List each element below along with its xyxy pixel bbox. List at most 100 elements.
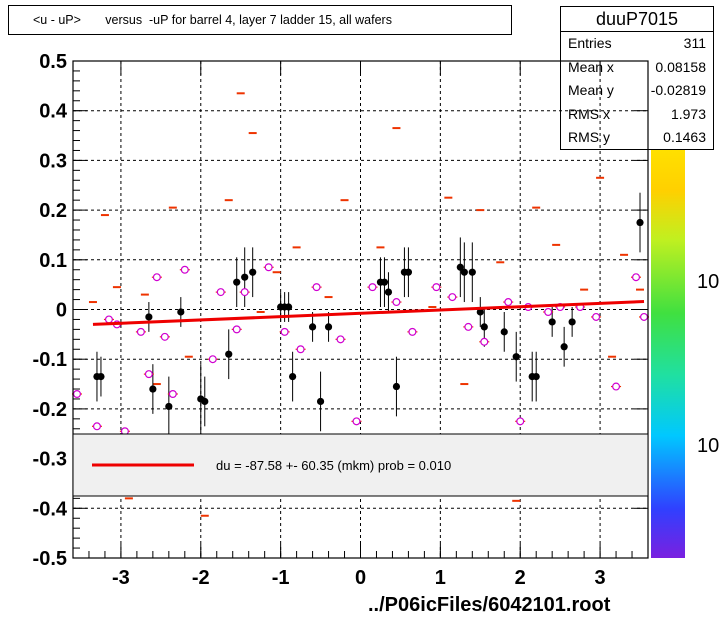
open-marker xyxy=(152,273,161,282)
profile-point xyxy=(201,397,209,406)
stats-key: Mean x xyxy=(568,58,614,75)
open-marker xyxy=(232,325,241,334)
y-tick-label: -0.4 xyxy=(33,498,68,520)
open-marker xyxy=(144,370,153,379)
profile-point xyxy=(308,323,317,331)
color-scale-bar xyxy=(651,150,685,558)
stats-key: RMS x xyxy=(568,105,610,122)
profile-point xyxy=(149,385,157,393)
color-scale-label-lower: 10 xyxy=(697,435,719,457)
y-tick-label: 0.1 xyxy=(39,250,67,272)
profile-point xyxy=(636,218,644,227)
stats-value: -0.02819 xyxy=(650,82,706,98)
open-marker xyxy=(240,288,249,297)
profile-point xyxy=(548,318,556,326)
x-tick-label: -2 xyxy=(192,567,210,589)
y-tick-label: -0.3 xyxy=(33,449,67,471)
open-marker xyxy=(280,327,289,336)
open-marker xyxy=(336,335,345,344)
y-tick-label: 0.5 xyxy=(39,51,67,73)
profile-point xyxy=(500,328,508,336)
stats-key: Mean y xyxy=(568,82,614,98)
open-marker xyxy=(464,322,473,331)
profile-point xyxy=(145,313,153,321)
stats-value: 0.08158 xyxy=(655,58,706,75)
open-marker xyxy=(352,417,361,426)
open-marker xyxy=(480,337,489,346)
open-marker xyxy=(368,283,377,292)
profile-point xyxy=(241,273,249,281)
plot-title: <u - uP> versus -uP for barrel 4, layer … xyxy=(8,5,512,35)
fit-line xyxy=(92,300,645,326)
open-marker xyxy=(632,273,641,282)
profile-point xyxy=(568,318,576,326)
profile-point xyxy=(97,372,105,381)
open-marker xyxy=(516,417,525,426)
open-marker xyxy=(264,263,273,272)
open-marker xyxy=(136,327,145,336)
open-marker xyxy=(312,283,321,292)
open-marker xyxy=(544,307,553,316)
profile-point xyxy=(392,382,401,391)
open-marker xyxy=(92,422,101,431)
stats-row-entries: Entries 311 xyxy=(561,32,713,56)
stats-value: 1.973 xyxy=(670,105,706,122)
y-tick-label: 0.2 xyxy=(39,200,67,222)
axis-ticks: -3 -2 -1 0 1 2 3 -0.5 -0.4 -0.3 -0.2 -0.1 0 0.1 0.2 0.3… xyxy=(33,51,649,589)
profile-point xyxy=(476,308,484,316)
y-tick-label: -0.5 xyxy=(33,548,67,570)
profile-point xyxy=(456,263,464,271)
profile-point xyxy=(404,268,413,276)
profile-point xyxy=(468,268,476,276)
open-marker xyxy=(160,332,169,341)
open-marker xyxy=(592,312,601,321)
profile-point xyxy=(532,372,540,381)
open-marker xyxy=(208,355,217,364)
x-tick-label: 1 xyxy=(435,567,446,589)
profile-point xyxy=(289,372,297,381)
open-marker xyxy=(180,265,189,274)
profile-point xyxy=(324,323,333,331)
open-marker xyxy=(504,298,513,307)
profile-point xyxy=(512,353,520,361)
profile-point xyxy=(480,323,488,331)
stats-value: 311 xyxy=(683,35,706,51)
stats-row-rms-x: RMS x 1.973 xyxy=(561,103,713,127)
footer-filename: ../P06icFiles/6042101.root xyxy=(368,594,611,616)
open-marker xyxy=(216,288,225,297)
profile-point xyxy=(316,397,325,406)
open-marker xyxy=(296,345,305,354)
y-tick-label: -0.1 xyxy=(33,349,67,371)
profile-point xyxy=(233,278,241,286)
x-tick-label: 3 xyxy=(595,567,606,589)
profile-point xyxy=(165,402,173,411)
profile-point xyxy=(285,303,293,311)
profile-point xyxy=(225,350,233,358)
open-marker xyxy=(612,382,621,391)
stats-title: duuP7015 xyxy=(561,7,713,32)
color-scale-label-upper: 10 xyxy=(697,271,719,293)
y-tick-label: -0.2 xyxy=(33,399,67,421)
stats-row-rms-y: RMS y 0.1463 xyxy=(561,126,713,150)
x-tick-label: -3 xyxy=(112,567,130,589)
stats-key: RMS y xyxy=(568,129,610,145)
open-marker xyxy=(72,389,81,398)
x-tick-label: -1 xyxy=(272,567,290,589)
profile-point xyxy=(560,343,568,351)
profile-points xyxy=(93,192,644,437)
open-marker xyxy=(640,312,649,321)
stats-row-mean-y: Mean y -0.02819 xyxy=(561,79,713,103)
open-marker xyxy=(168,389,177,398)
open-marker xyxy=(408,327,417,336)
profile-point xyxy=(249,268,257,276)
profile-point xyxy=(380,278,389,286)
profile-point xyxy=(460,268,468,276)
y-tick-label: 0.4 xyxy=(39,101,68,123)
stats-value: 0.1463 xyxy=(663,129,706,145)
y-tick-label: 0 xyxy=(56,300,67,322)
stats-box: duuP7015 Entries 311 Mean x 0.08158 Mean… xyxy=(560,6,714,150)
stats-key: Entries xyxy=(568,35,612,51)
y-tick-label: 0.3 xyxy=(39,150,67,172)
stats-row-mean-x: Mean x 0.08158 xyxy=(561,56,713,80)
